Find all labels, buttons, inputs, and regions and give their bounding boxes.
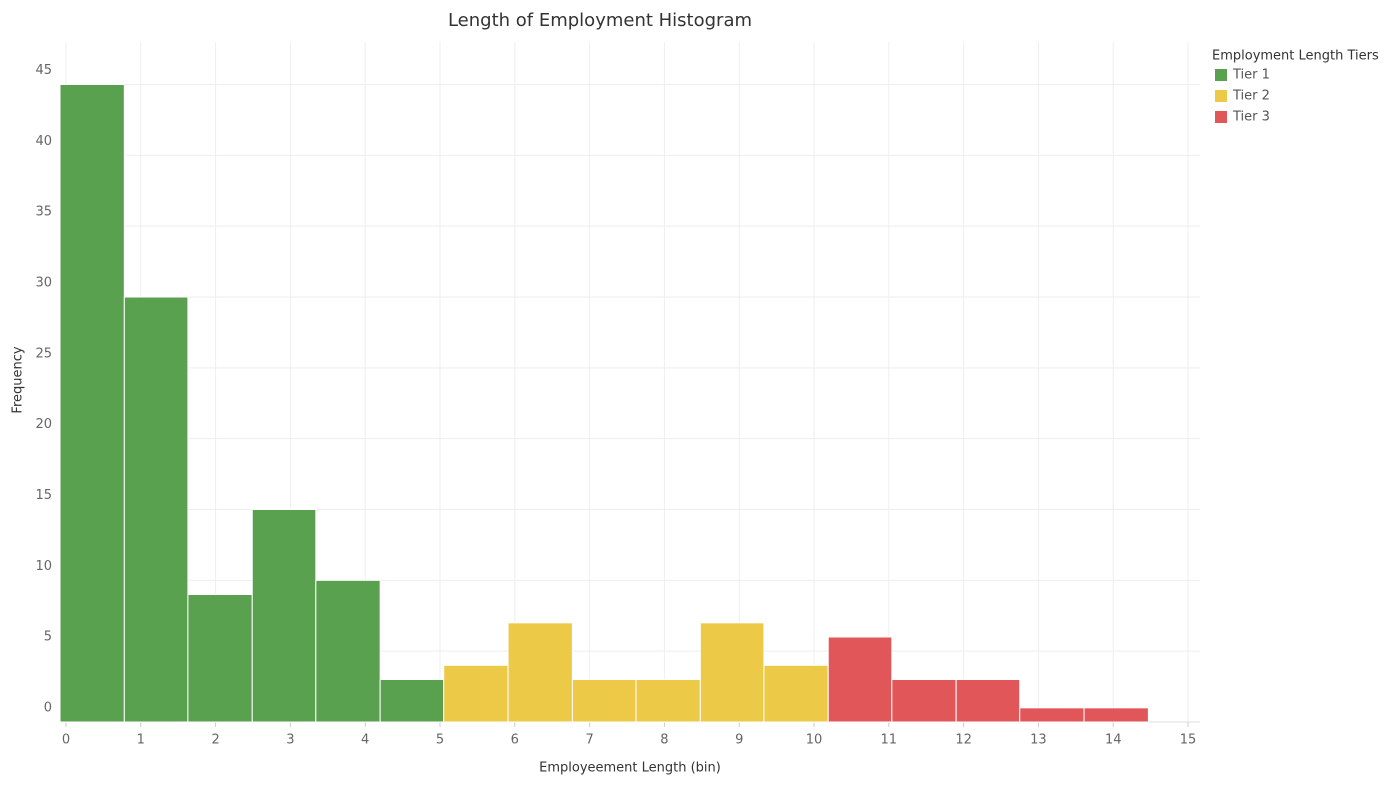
x-tick-label: 11: [881, 733, 898, 748]
x-tick-label: 8: [660, 733, 668, 748]
bar: [763, 664, 829, 723]
bar: [187, 594, 253, 723]
y-tick-label: 5: [44, 630, 52, 645]
y-tick-label: 0: [44, 701, 52, 716]
y-tick-label: 10: [35, 559, 52, 574]
y-tick-label: 15: [35, 488, 52, 503]
bar: [1083, 707, 1149, 723]
y-axis-label: Frequency: [11, 346, 26, 413]
y-tick-label: 25: [35, 346, 52, 361]
x-tick-label: 0: [62, 733, 70, 748]
x-tick-label: 4: [361, 733, 369, 748]
bar: [59, 84, 125, 723]
legend-swatch: [1215, 69, 1227, 81]
legend-label: Tier 3: [1232, 110, 1270, 125]
bar: [955, 679, 1021, 723]
bar: [315, 579, 381, 723]
x-tick-label: 14: [1105, 733, 1122, 748]
x-tick-label: 6: [511, 733, 519, 748]
y-tick-label: 35: [35, 205, 52, 220]
legend-label: Tier 2: [1232, 89, 1270, 104]
bar: [507, 622, 573, 723]
bar: [1019, 707, 1085, 723]
y-tick-label: 30: [35, 276, 52, 291]
y-tick-label: 40: [35, 134, 52, 149]
x-tick-label: 13: [1030, 733, 1047, 748]
bar: [891, 679, 957, 723]
legend-swatch: [1215, 111, 1227, 123]
bar: [443, 664, 509, 723]
x-tick-label: 9: [735, 733, 743, 748]
x-tick-label: 5: [436, 733, 444, 748]
chart-title: Length of Employment Histogram: [448, 10, 752, 31]
x-tick-label: 10: [806, 733, 823, 748]
x-tick-label: 12: [955, 733, 972, 748]
y-tick-label: 20: [35, 417, 52, 432]
bar: [699, 622, 765, 723]
legend-swatch: [1215, 90, 1227, 102]
legend-label: Tier 1: [1232, 68, 1270, 83]
x-tick-label: 2: [211, 733, 219, 748]
y-tick-label: 45: [35, 63, 52, 78]
bar: [123, 296, 189, 723]
x-tick-label: 7: [585, 733, 593, 748]
bar: [571, 679, 637, 723]
x-tick-label: 3: [286, 733, 294, 748]
bar: [251, 509, 317, 723]
bar: [827, 636, 893, 723]
legend-title: Employment Length Tiers: [1212, 49, 1379, 64]
x-tick-label: 15: [1180, 733, 1197, 748]
x-tick-label: 1: [137, 733, 145, 748]
x-axis-label: Employeement Length (bin): [539, 761, 721, 776]
bar: [635, 679, 701, 723]
bar: [379, 679, 445, 723]
